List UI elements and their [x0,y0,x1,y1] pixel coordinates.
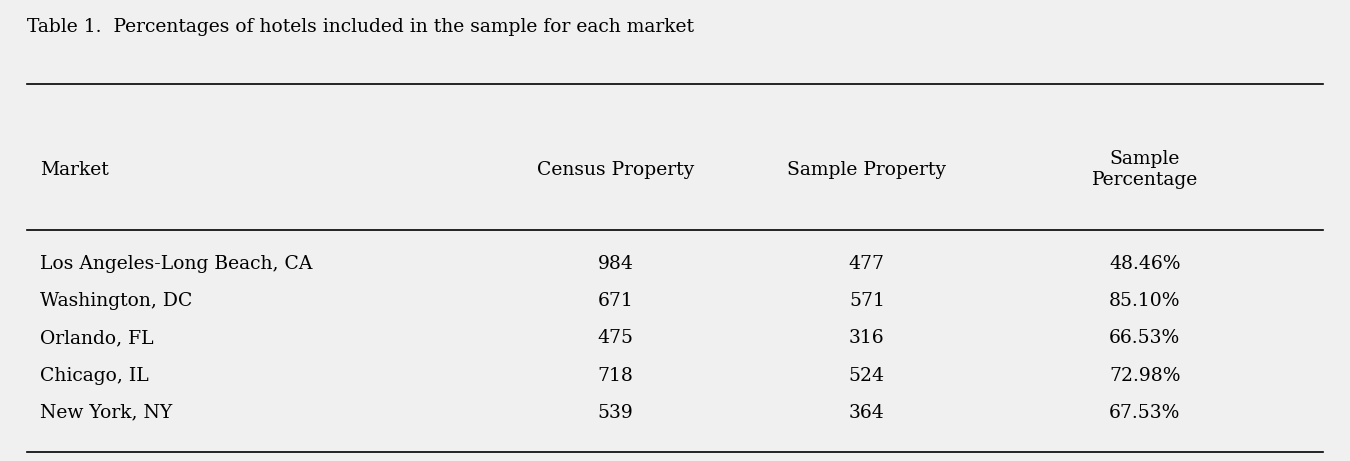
Text: 475: 475 [598,330,633,348]
Text: 72.98%: 72.98% [1108,366,1180,384]
Text: Orlando, FL: Orlando, FL [40,330,154,348]
Text: 671: 671 [598,292,633,310]
Text: 316: 316 [849,330,884,348]
Text: Chicago, IL: Chicago, IL [40,366,148,384]
Text: Washington, DC: Washington, DC [40,292,192,310]
Text: 984: 984 [598,255,633,273]
Text: 718: 718 [598,366,633,384]
Text: 571: 571 [849,292,884,310]
Text: Table 1.  Percentages of hotels included in the sample for each market: Table 1. Percentages of hotels included … [27,18,694,36]
Text: 66.53%: 66.53% [1110,330,1180,348]
Text: Sample Property: Sample Property [787,160,946,178]
Text: 477: 477 [849,255,884,273]
Text: Market: Market [40,160,109,178]
Text: 67.53%: 67.53% [1108,403,1180,421]
Text: 539: 539 [598,403,633,421]
Text: 524: 524 [849,366,884,384]
Text: 364: 364 [849,403,884,421]
Text: Census Property: Census Property [537,160,694,178]
Text: Los Angeles-Long Beach, CA: Los Angeles-Long Beach, CA [40,255,312,273]
Text: 85.10%: 85.10% [1108,292,1180,310]
Text: 48.46%: 48.46% [1108,255,1180,273]
Text: New York, NY: New York, NY [40,403,173,421]
Text: Sample
Percentage: Sample Percentage [1092,150,1197,189]
